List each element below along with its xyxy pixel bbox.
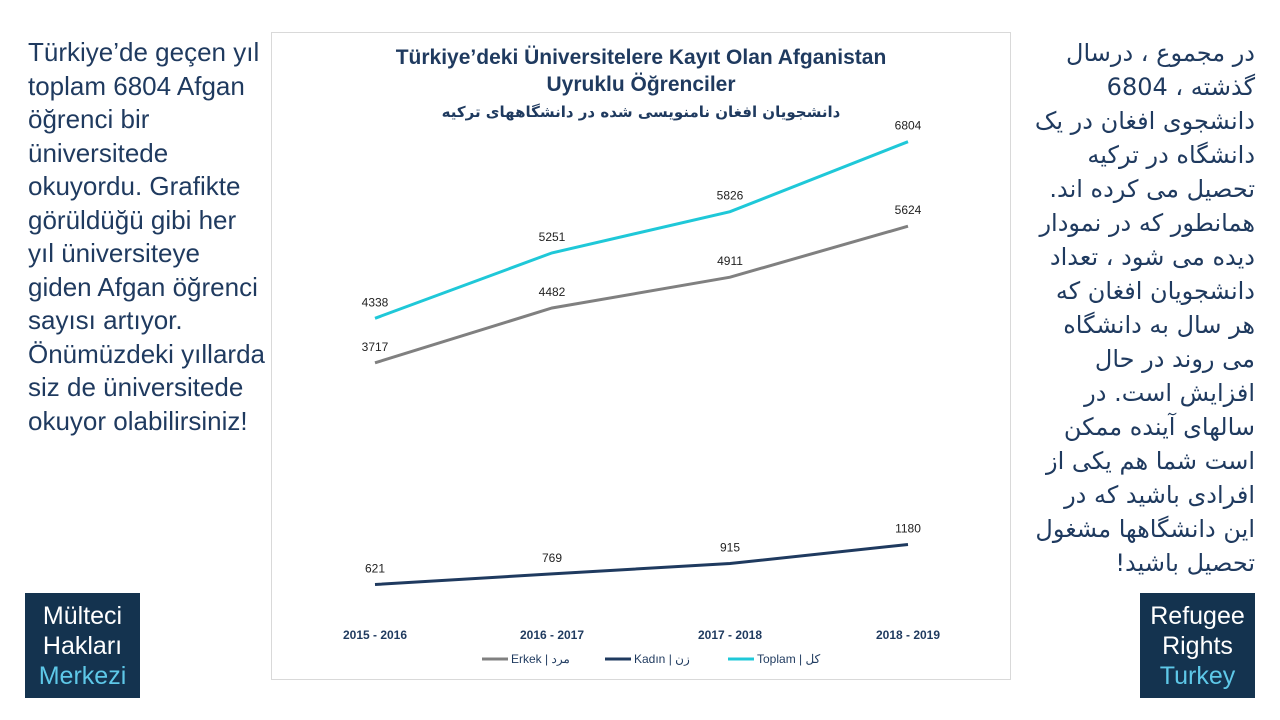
logo-left-line1: Mülteci — [42, 602, 123, 630]
logo-multeci-haklari-merkezi: Mülteci Hakları Merkezi — [25, 593, 140, 698]
logo-right-line2: Rights — [1162, 632, 1233, 660]
logo-left-line2: Hakları — [42, 632, 123, 660]
logo-left-line3: Merkezi — [38, 662, 127, 690]
left-description: Türkiye’de geçen yıl toplam 6804 Afgan ö… — [28, 37, 265, 436]
right-description-persian: در مجموع ، درسال گذشته ، 6804 دانشجوی اف… — [1034, 39, 1255, 577]
logo-refugee-rights-turkey: Refugee Rights Turkey — [1140, 593, 1255, 698]
logo-right-line1: Refugee — [1150, 602, 1245, 630]
chart-frame — [271, 32, 1011, 680]
logo-right-line3: Turkey — [1159, 662, 1236, 690]
